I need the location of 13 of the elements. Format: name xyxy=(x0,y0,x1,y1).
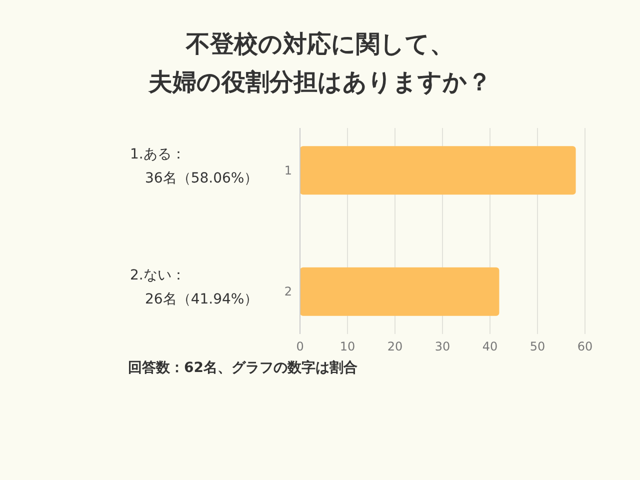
chart-title: 不登校の対応に関して、夫婦の役割分担はありますか？ xyxy=(148,30,492,96)
x-tick-label: 50 xyxy=(530,340,546,354)
y-tick-label: 2 xyxy=(284,284,292,298)
x-tick-label: 10 xyxy=(340,340,356,354)
x-tick-label: 30 xyxy=(434,340,450,354)
text: 回答数：62名、グラフの数字は割合 xyxy=(128,359,358,376)
text: 1.ある：36名（58.06%） xyxy=(130,146,258,186)
x-tick-label: 0 xyxy=(296,340,304,354)
x-tick-label: 20 xyxy=(387,340,403,354)
x-tick-label: 40 xyxy=(482,340,498,354)
y-tick-label: 1 xyxy=(284,163,292,178)
text: 2.ない：26名（41.94%） xyxy=(130,268,258,308)
x-tick-label: 60 xyxy=(577,340,593,354)
